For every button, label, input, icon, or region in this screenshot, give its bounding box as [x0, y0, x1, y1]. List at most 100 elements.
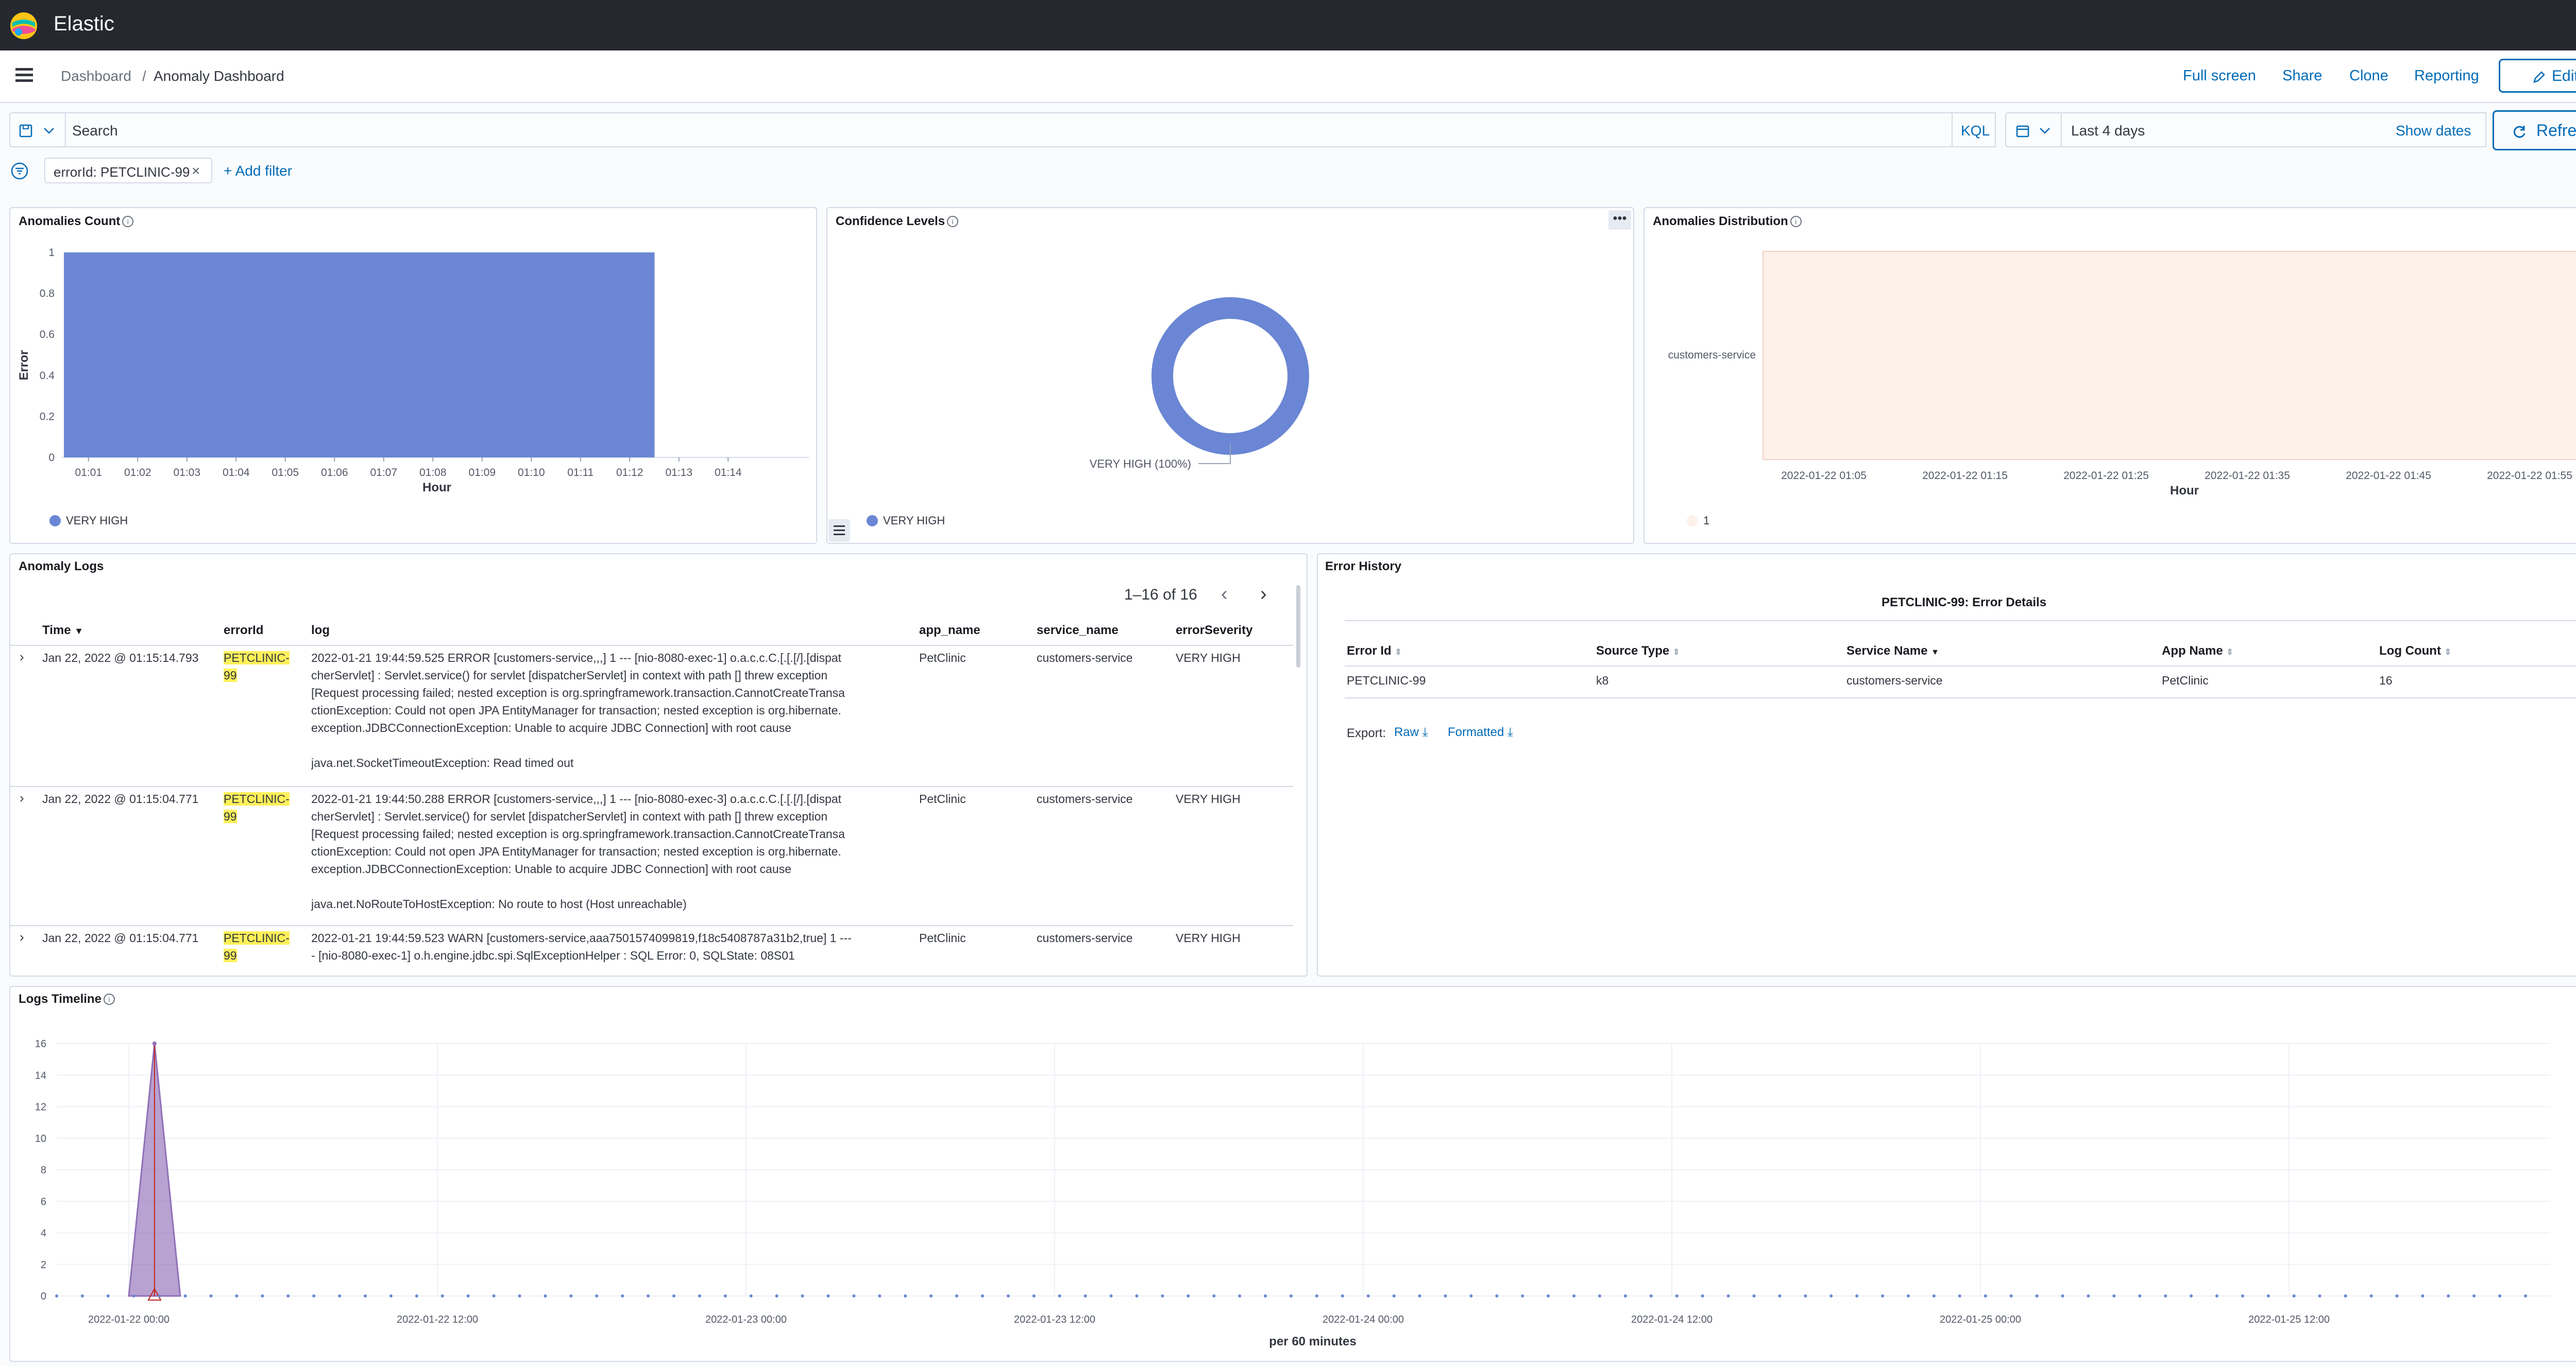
bar[interactable]: [64, 252, 113, 457]
column-header-errorid[interactable]: errorId: [224, 623, 264, 637]
cell-log: 2022-01-21 19:44:59.525 ERROR [customers…: [311, 651, 845, 770]
next-page-icon[interactable]: ›: [1260, 583, 1267, 605]
cell-time: Jan 22, 2022 @ 01:15:04.771: [42, 931, 199, 945]
bar[interactable]: [162, 252, 212, 457]
menu-icon[interactable]: [15, 65, 33, 85]
y-tick-label: 16: [35, 1038, 46, 1050]
y-tick-label: 0.6: [40, 329, 55, 340]
close-icon[interactable]: ×: [192, 163, 200, 179]
fullscreen-link[interactable]: Full screen: [2183, 67, 2256, 84]
info-icon[interactable]: i: [122, 216, 134, 227]
bar[interactable]: [605, 252, 655, 457]
data-point: [492, 1294, 496, 1297]
error-history-panel: Error History PETCLINIC-99: Error Detail…: [1317, 553, 2576, 977]
column-header-app-name[interactable]: app_name: [919, 623, 980, 637]
sort-desc-icon: ▼: [74, 626, 84, 636]
data-point: [2061, 1294, 2064, 1297]
warning-icon[interactable]: [147, 1287, 162, 1301]
data-point: [2164, 1294, 2167, 1297]
share-link[interactable]: Share: [2282, 67, 2323, 84]
bar[interactable]: [506, 252, 556, 457]
reporting-link[interactable]: Reporting: [2414, 67, 2479, 84]
error-details-title: PETCLINIC-99: Error Details: [1882, 595, 2047, 609]
edit-button[interactable]: Edit: [2499, 59, 2576, 93]
bar[interactable]: [457, 252, 507, 457]
expand-row-icon[interactable]: ›: [20, 649, 24, 664]
filter-options-icon[interactable]: [10, 162, 29, 180]
add-filter-link[interactable]: + Add filter: [224, 163, 293, 179]
clone-link[interactable]: Clone: [2349, 67, 2388, 84]
legend-toggle-icon[interactable]: [828, 519, 850, 542]
table-row[interactable]: › Jan 22, 2022 @ 01:15:04.771 PETCLINIC-…: [10, 787, 1293, 925]
legend-item[interactable]: VERY HIGH: [49, 514, 128, 527]
table-row: PETCLINIC-99 k8 customers-service PetCli…: [1345, 667, 2576, 697]
bar[interactable]: [408, 252, 458, 457]
table-row[interactable]: › Jan 22, 2022 @ 01:15:14.793 PETCLINIC-…: [10, 646, 1293, 786]
data-point: [1984, 1294, 1987, 1297]
app-title: Elastic: [54, 12, 114, 35]
column-header-service-name[interactable]: service_name: [1037, 623, 1118, 637]
x-tick-label: 01:07: [370, 467, 397, 479]
donut-slice-very-high[interactable]: [1151, 297, 1309, 455]
x-tick-label: 2022-01-23 12:00: [1014, 1314, 1095, 1325]
data-point: [440, 1294, 444, 1297]
logs-timeline-chart: 16 14 12 10 8 6 4 2 0 2022-01-22 00:00 2022-01-22…: [35, 1038, 2550, 1348]
time-range-display[interactable]: Last 4 days Show dates: [2061, 112, 2486, 147]
data-point: [2266, 1294, 2270, 1297]
expand-row-icon[interactable]: ›: [20, 929, 24, 945]
data-point: [569, 1294, 573, 1297]
y-tick-label: 1: [48, 247, 55, 259]
table-row[interactable]: › Jan 22, 2022 @ 01:15:04.771 PETCLINIC-…: [10, 926, 1293, 976]
sort-icon: ⇕: [1672, 648, 1680, 657]
refresh-button[interactable]: Refresh: [2493, 110, 2576, 150]
cell-time: Jan 22, 2022 @ 01:15:14.793: [42, 651, 199, 664]
bar[interactable]: [211, 252, 261, 457]
column-header-error-id[interactable]: Error Id ⇕: [1347, 644, 1402, 658]
column-header-app-name[interactable]: App Name ⇕: [2162, 644, 2233, 658]
data-point[interactable]: [152, 1041, 157, 1046]
search-input[interactable]: Search: [65, 112, 1953, 147]
data-point: [723, 1294, 727, 1297]
column-header-log-count[interactable]: Log Count ⇕: [2379, 644, 2452, 658]
column-header-source-type[interactable]: Source Type ⇕: [1596, 644, 1680, 658]
bar[interactable]: [113, 252, 163, 457]
refresh-icon: [2513, 126, 2526, 138]
data-point: [518, 1294, 521, 1297]
bar[interactable]: [556, 252, 605, 457]
info-icon[interactable]: i: [1790, 216, 1802, 227]
elastic-logo-icon[interactable]: [9, 11, 38, 40]
filter-pill[interactable]: errorId: PETCLINIC-99 ×: [44, 158, 212, 183]
data-point: [1804, 1294, 1807, 1297]
pencil-icon: [2533, 71, 2545, 83]
column-header-time[interactable]: Time ▼: [42, 623, 84, 637]
bar[interactable]: [310, 252, 360, 457]
bar[interactable]: [261, 252, 310, 457]
legend-item[interactable]: VERY HIGH: [867, 514, 945, 527]
panel-options-icon[interactable]: •••: [1608, 210, 1631, 230]
column-header-error-severity[interactable]: errorSeverity: [1176, 623, 1253, 637]
data-point: [2241, 1294, 2244, 1297]
info-icon[interactable]: i: [947, 216, 959, 227]
saved-query-button[interactable]: [9, 112, 66, 147]
info-icon[interactable]: i: [103, 994, 115, 1005]
data-point: [1572, 1294, 1576, 1297]
y-tick-label: 10: [35, 1133, 46, 1145]
breadcrumb-dashboard[interactable]: Dashboard: [61, 68, 131, 84]
scrollbar[interactable]: [1296, 585, 1300, 668]
heatmap-cell[interactable]: [1762, 251, 2576, 460]
column-header-service-name[interactable]: Service Name ▼: [1846, 644, 1939, 658]
legend-item[interactable]: 1: [1687, 514, 1709, 527]
cell-service-name: customers-service: [1037, 931, 1133, 945]
x-tick-label: 01:13: [665, 467, 692, 479]
date-picker-button[interactable]: [2005, 112, 2062, 147]
bar[interactable]: [359, 252, 409, 457]
column-header-log[interactable]: log: [311, 623, 330, 637]
export-formatted-link[interactable]: Formatted ⤓: [1448, 725, 1513, 739]
expand-row-icon[interactable]: ›: [20, 790, 24, 806]
previous-page-icon[interactable]: ‹: [1221, 583, 1228, 605]
kql-toggle[interactable]: KQL: [1952, 112, 1996, 147]
x-tick-label: 2022-01-24 00:00: [1323, 1314, 1404, 1325]
show-dates-link[interactable]: Show dates: [2396, 123, 2471, 139]
export-raw-link[interactable]: Raw ⤓: [1394, 725, 1428, 739]
x-tick-label: 01:11: [567, 467, 594, 479]
